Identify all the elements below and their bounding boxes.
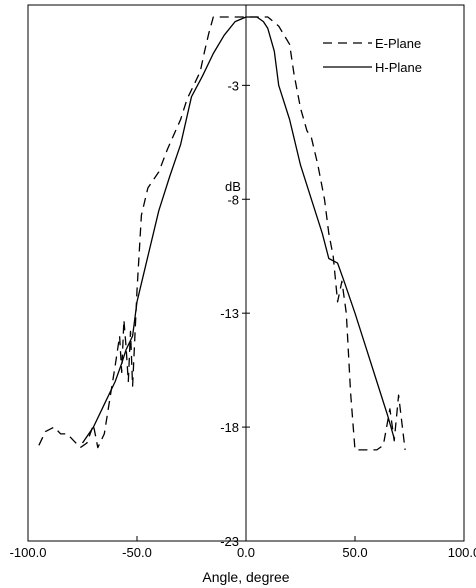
x-tick-label: 50.0 <box>342 545 367 560</box>
y-axis-label: dB <box>225 179 241 194</box>
y-tick-label: -23 <box>220 534 239 549</box>
y-tick-label: -3 <box>227 78 239 93</box>
legend-label-h-plane: H-Plane <box>375 60 422 75</box>
y-tick-label: -18 <box>220 420 239 435</box>
x-tick-label: -100.0 <box>10 545 47 560</box>
x-tick-label: 100.0 <box>448 545 476 560</box>
axes: -3 -8 -13 -18 -23 -100.0 -50.0 0.0 50.0 100.0 <box>10 5 476 560</box>
x-axis-label: Angle, degree <box>202 569 289 585</box>
legend: E-Plane H-Plane <box>323 36 422 75</box>
series-line-h-plane <box>81 16 395 444</box>
x-tick-label: -50.0 <box>122 545 152 560</box>
y-tick-label: -13 <box>220 306 239 321</box>
x-tick-label: 0.0 <box>237 545 255 560</box>
y-tick-label: -8 <box>227 192 239 207</box>
legend-label-e-plane: E-Plane <box>375 36 421 51</box>
series-line-e-plane <box>38 16 406 451</box>
series-layer <box>38 16 406 451</box>
